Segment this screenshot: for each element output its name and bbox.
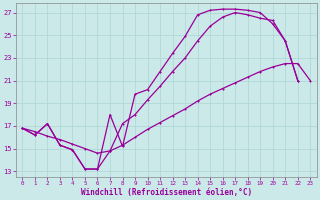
X-axis label: Windchill (Refroidissement éolien,°C): Windchill (Refroidissement éolien,°C): [81, 188, 252, 197]
